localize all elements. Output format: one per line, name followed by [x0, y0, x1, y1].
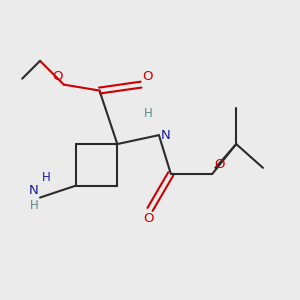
- Text: H: H: [30, 199, 38, 212]
- Text: H: H: [144, 107, 153, 120]
- Text: O: O: [214, 158, 224, 171]
- Text: N: N: [29, 184, 38, 196]
- Text: H: H: [41, 171, 50, 184]
- Text: O: O: [142, 70, 153, 83]
- Text: O: O: [52, 70, 62, 83]
- Text: N: N: [160, 129, 170, 142]
- Text: O: O: [143, 212, 154, 225]
